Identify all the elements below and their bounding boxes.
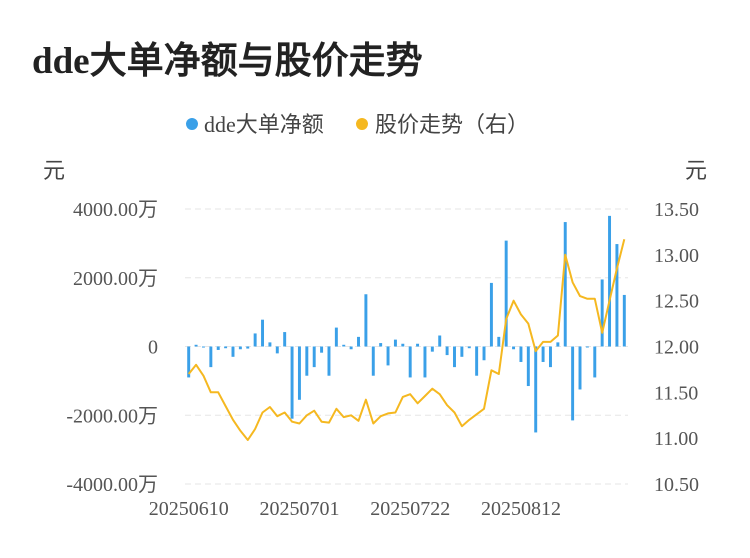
bar (578, 346, 582, 390)
bar (246, 346, 250, 349)
bar (548, 346, 552, 368)
bar (357, 336, 360, 347)
bar (371, 346, 375, 376)
bar (290, 346, 294, 419)
x-axis-tick-label: 20250610 (149, 498, 229, 520)
bar (460, 346, 464, 357)
bar (305, 346, 309, 376)
bar (283, 332, 287, 347)
x-axis-tick-label: 20250812 (481, 498, 561, 520)
legend-marker-dde (186, 118, 198, 130)
axes: 4000.00万 2000.00万 0 -2000.00万 -4000.00万 13.50… (43, 158, 707, 520)
bar (334, 327, 338, 347)
bar (423, 346, 427, 378)
bar-series (187, 215, 626, 433)
bar (608, 215, 612, 347)
bar (615, 244, 619, 347)
bar (489, 282, 493, 347)
bar (187, 346, 191, 378)
bar (541, 346, 545, 362)
bar (342, 344, 346, 347)
x-axis-tick-label: 20250701 (259, 498, 339, 520)
bar (475, 346, 479, 376)
legend-label-dde: dde大单净额 (204, 112, 324, 137)
bar (209, 346, 213, 368)
bar (253, 333, 257, 347)
legend-marker-price (356, 118, 368, 130)
bar (297, 346, 301, 400)
bar (571, 346, 575, 421)
bar (482, 346, 486, 361)
right-axis-tick-label: 13.50 (654, 199, 699, 221)
bar (438, 335, 442, 347)
left-axis-tick-label: -2000.00万 (66, 405, 158, 427)
bar (416, 343, 420, 347)
bar (224, 346, 228, 349)
left-axis-tick-label: 2000.00万 (73, 268, 158, 290)
bar (364, 294, 368, 347)
bar (534, 346, 538, 433)
bar (563, 222, 567, 347)
bar (201, 346, 205, 348)
bar (194, 344, 198, 347)
legend-label-price: 股价走势（右） (375, 112, 529, 137)
bar (497, 336, 501, 347)
bar (408, 346, 412, 378)
left-axis-tick-label: 4000.00万 (73, 199, 158, 221)
bar (320, 346, 324, 353)
bar (585, 346, 589, 348)
left-axis-unit: 元 (43, 158, 65, 183)
right-axis-tick-label: 11.50 (654, 382, 698, 404)
right-axis-tick-label: 10.50 (654, 474, 699, 496)
right-axis-tick-label: 13.00 (654, 245, 699, 267)
page-title: dde大单净额与股价走势 (32, 41, 423, 82)
grid-lines (185, 208, 628, 485)
bar (268, 342, 272, 347)
bar (231, 346, 235, 357)
bar (238, 346, 242, 350)
bar (327, 346, 331, 376)
bar (261, 319, 265, 347)
legend[interactable]: dde大单净额 股价走势（右） (186, 112, 529, 137)
bar (512, 346, 516, 350)
bar (430, 346, 434, 352)
bar (526, 346, 530, 387)
bar (216, 346, 220, 350)
bar (349, 346, 353, 350)
left-axis-tick-label: -4000.00万 (66, 474, 158, 496)
bar (379, 343, 383, 347)
right-axis-tick-label: 12.50 (654, 291, 699, 313)
bar (445, 346, 449, 356)
bar (393, 339, 397, 347)
bar (600, 279, 604, 347)
bar (519, 346, 523, 362)
price-line (187, 239, 626, 441)
x-axis-tick-label: 20250722 (370, 498, 450, 520)
bar (622, 294, 626, 347)
bar (386, 346, 390, 366)
bar (504, 240, 508, 347)
bar (275, 346, 279, 354)
bar (556, 342, 560, 347)
bar (467, 346, 471, 349)
right-axis-tick-label: 12.00 (654, 337, 699, 359)
left-axis-tick-label: 0 (148, 337, 158, 359)
bar (453, 346, 456, 368)
bar (593, 346, 597, 378)
right-axis-tick-label: 11.00 (654, 428, 698, 450)
right-axis-unit: 元 (685, 158, 707, 183)
bar (401, 343, 405, 347)
line-series (187, 239, 626, 441)
bar (312, 346, 316, 368)
